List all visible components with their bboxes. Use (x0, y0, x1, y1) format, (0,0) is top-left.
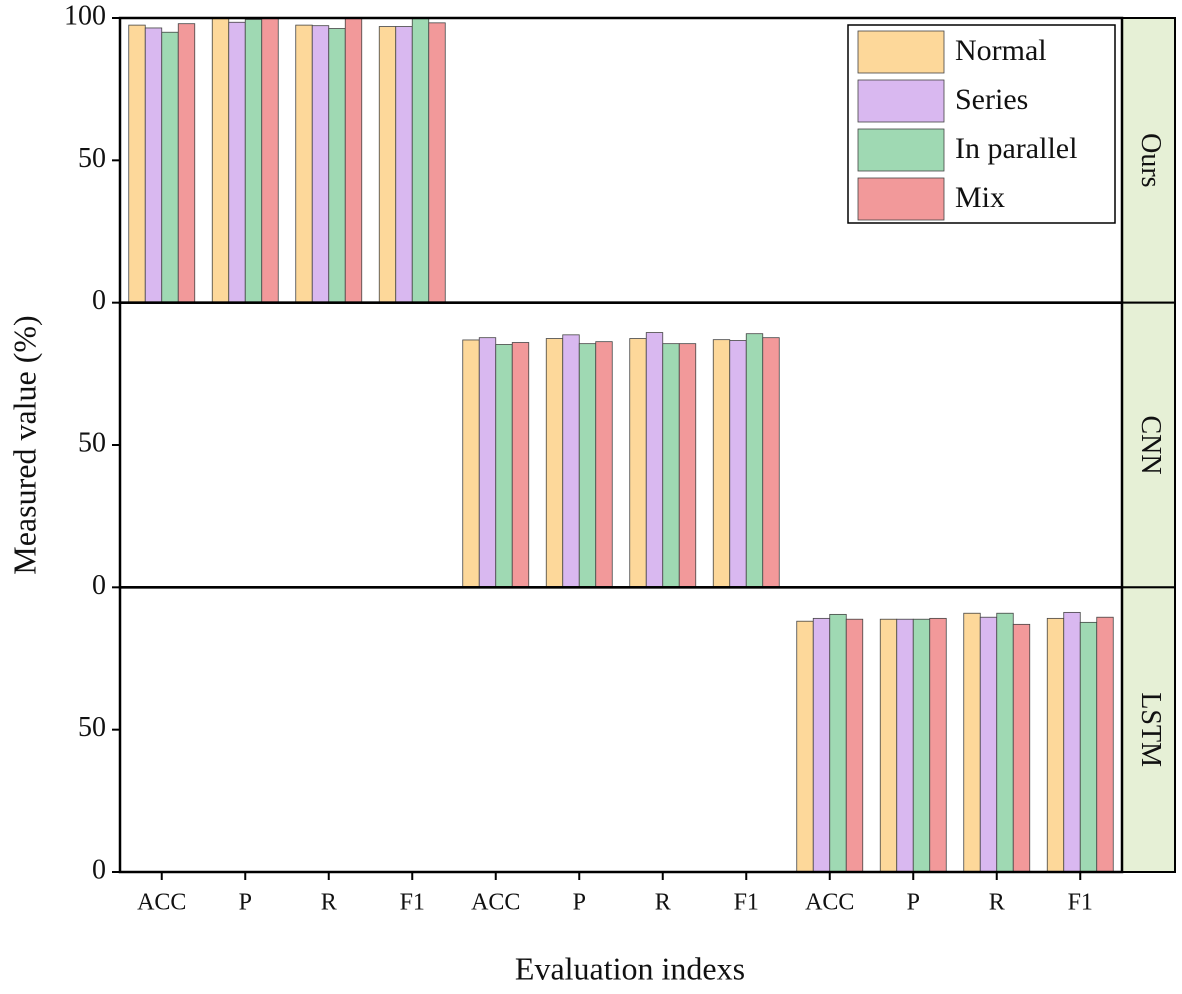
bar (979, 616, 998, 873)
bar (678, 343, 697, 588)
bar (929, 617, 947, 873)
bar (478, 337, 497, 588)
x-tick-label: ACC (471, 890, 520, 916)
bar (912, 618, 931, 873)
bar (295, 24, 313, 304)
bar (562, 334, 580, 588)
bar (428, 22, 446, 304)
bar (311, 25, 330, 304)
bar (344, 17, 363, 304)
x-tick-label: P (573, 890, 586, 916)
legend-swatch (857, 128, 945, 172)
bar (629, 338, 647, 588)
panel-frame (118, 586, 1124, 874)
x-tick-label: R (989, 890, 1005, 916)
bar (1012, 623, 1031, 873)
bar (578, 343, 597, 588)
bar (845, 618, 864, 873)
bar (812, 617, 831, 873)
y-tick-label: 50 (78, 427, 106, 458)
bar (645, 332, 664, 588)
y-tick-label: 0 (92, 285, 106, 316)
bar (462, 339, 480, 588)
bar (511, 342, 530, 588)
bar (662, 343, 680, 588)
x-tick-label: ACC (137, 890, 186, 916)
bar (177, 23, 196, 304)
y-tick-label: 50 (78, 143, 106, 174)
bar (1046, 617, 1065, 873)
bar (796, 620, 814, 873)
bar (545, 338, 564, 588)
bar (1096, 616, 1114, 873)
bar (829, 613, 847, 873)
x-tick-label: P (239, 890, 252, 916)
bar (128, 24, 146, 304)
bar (161, 31, 179, 304)
legend-label: In parallel (955, 132, 1077, 165)
bar (211, 17, 230, 304)
bar (261, 17, 279, 304)
bar (745, 333, 764, 588)
legend-swatch (857, 177, 945, 221)
bar (244, 19, 263, 304)
y-axis-label: Measured value (%) (6, 315, 42, 574)
bar (1063, 611, 1081, 873)
strip-label: LSTM (1135, 692, 1166, 767)
legend-swatch (857, 79, 945, 123)
strip-label: Ours (1135, 133, 1166, 187)
bar (395, 26, 413, 304)
bar (896, 618, 914, 873)
y-tick-label: 0 (92, 570, 106, 601)
bar (328, 28, 346, 304)
x-tick-label: R (321, 890, 337, 916)
x-tick-label: R (655, 890, 671, 916)
bar (411, 17, 430, 304)
bar (1079, 621, 1098, 873)
y-tick-label: 50 (78, 712, 106, 743)
bar (996, 612, 1014, 873)
bar (595, 341, 613, 588)
x-tick-label: F1 (400, 890, 425, 916)
bar (378, 26, 397, 304)
x-tick-label: ACC (805, 890, 854, 916)
bar (762, 337, 780, 588)
legend-label: Normal (955, 34, 1047, 67)
x-tick-label: F1 (1068, 890, 1093, 916)
bar (712, 339, 731, 588)
bar (963, 612, 981, 873)
legend-swatch (857, 30, 945, 74)
legend-label: Mix (955, 181, 1005, 214)
strip-label: CNN (1135, 415, 1166, 474)
bar (228, 21, 246, 304)
strip (1121, 17, 1176, 304)
x-tick-label: P (907, 890, 920, 916)
y-tick-label: 100 (64, 0, 106, 31)
panel-frame (118, 301, 1124, 589)
y-tick-label: 0 (92, 854, 106, 885)
bar (144, 27, 163, 304)
bar (879, 618, 898, 873)
x-axis-label: Evaluation indexs (515, 950, 745, 986)
legend-label: Series (955, 83, 1028, 116)
x-tick-label: F1 (734, 890, 759, 916)
bar (729, 340, 747, 588)
bar (495, 344, 513, 588)
